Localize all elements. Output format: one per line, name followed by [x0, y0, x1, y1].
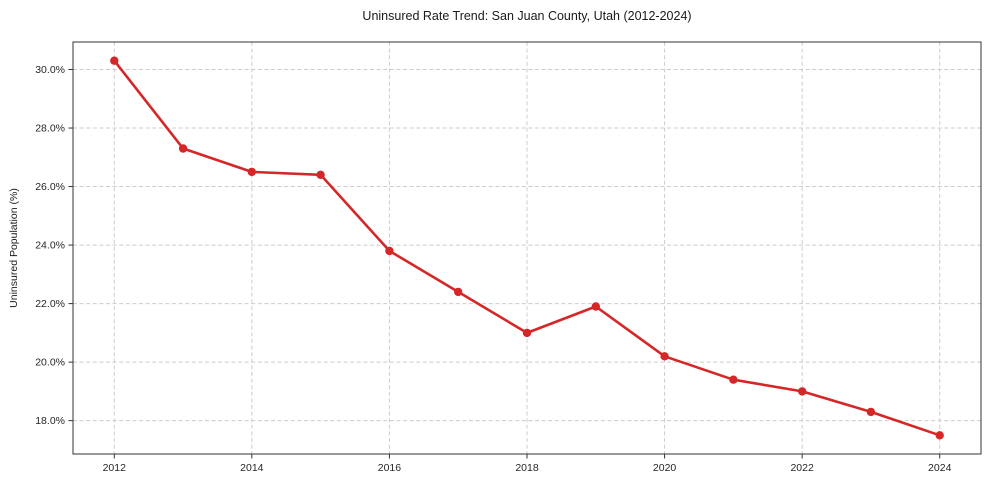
y-tick-label: 18.0%: [35, 415, 65, 427]
data-point-marker: [178, 144, 188, 153]
y-axis-label: Uninsured Population (%): [8, 188, 20, 308]
data-point-markers: [110, 56, 944, 440]
x-tick-label: 2016: [378, 462, 402, 474]
data-point-marker: [798, 387, 807, 396]
y-tick-label: 20.0%: [35, 357, 65, 369]
data-point-marker: [316, 170, 325, 179]
data-point-marker: [454, 287, 463, 297]
tick-marks: [68, 69, 941, 459]
data-point-marker: [660, 352, 669, 361]
chart-title: Uninsured Rate Trend: San Juan County, U…: [362, 9, 692, 23]
y-tick-label: 28.0%: [35, 123, 65, 135]
x-tick-label: 2012: [103, 462, 127, 474]
data-point-marker: [866, 407, 876, 417]
plot-border: [72, 41, 982, 455]
x-tick-label: 2014: [240, 462, 264, 474]
data-point-marker: [729, 375, 738, 384]
gridlines: [73, 42, 981, 454]
data-point-marker: [591, 302, 600, 311]
x-tick-label: 2020: [653, 462, 677, 474]
x-tick-label: 2018: [515, 462, 539, 474]
data-point-marker: [935, 431, 944, 440]
data-point-marker: [522, 328, 532, 338]
y-tick-label: 30.0%: [35, 64, 65, 76]
y-tick-label: 24.0%: [35, 240, 65, 252]
y-tick-label: 26.0%: [35, 181, 65, 193]
data-point-marker: [247, 167, 256, 177]
x-tick-label: 2024: [928, 462, 952, 474]
y-tick-label: 22.0%: [35, 298, 65, 310]
tick-labels: 18.0% 20.0% 22.0% 24.0% 26.0% 28.0% 30.0% 2012 2…: [35, 64, 951, 474]
data-point-marker: [385, 246, 394, 256]
data-point-marker: [110, 56, 119, 65]
x-tick-label: 2022: [790, 462, 814, 474]
